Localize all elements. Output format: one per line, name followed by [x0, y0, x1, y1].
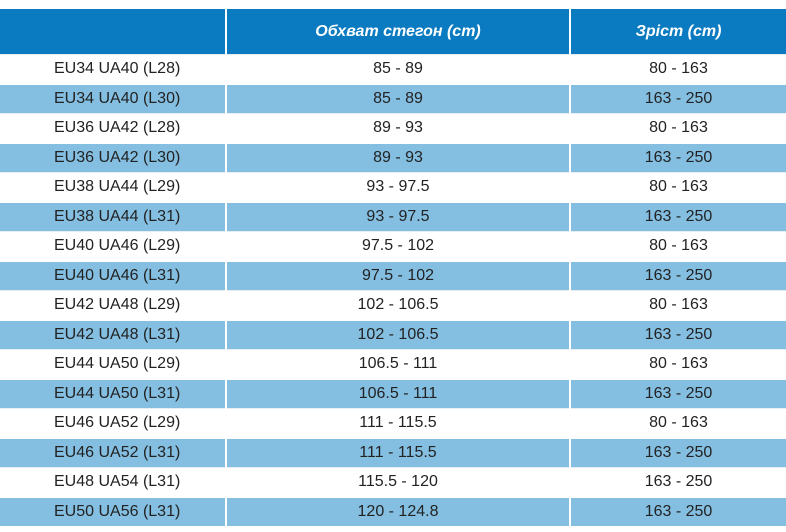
- table-row: EU50 UA56 (L31) 120 - 124.8 163 - 250: [0, 496, 786, 526]
- header-height: Зріст (cm): [569, 9, 786, 55]
- hip-girth-cell: 115.5 - 120: [225, 467, 570, 497]
- height-cell: 80 - 163: [569, 54, 786, 84]
- table-row: EU34 UA40 (L28) 85 - 89 80 - 163: [0, 54, 786, 84]
- header-size: [0, 9, 226, 55]
- table-row: EU44 UA50 (L31) 106.5 - 111 163 - 250: [0, 378, 786, 409]
- size-cell: EU44 UA50 (L31): [0, 378, 226, 409]
- size-cell: EU44 UA50 (L29): [0, 349, 226, 379]
- hip-girth-cell: 102 - 106.5: [225, 290, 570, 320]
- height-cell: 80 - 163: [569, 408, 786, 438]
- table-row: EU38 UA44 (L29) 93 - 97.5 80 - 163: [0, 172, 786, 202]
- size-cell: EU48 UA54 (L31): [0, 467, 226, 497]
- size-cell: EU42 UA48 (L29): [0, 290, 226, 320]
- table-row: EU44 UA50 (L29) 106.5 - 111 80 - 163: [0, 349, 786, 379]
- height-cell: 163 - 250: [569, 319, 786, 350]
- hip-girth-cell: 93 - 97.5: [225, 172, 570, 202]
- size-cell: EU42 UA48 (L31): [0, 319, 226, 350]
- table-row: EU46 UA52 (L29) 111 - 115.5 80 - 163: [0, 408, 786, 438]
- height-cell: 163 - 250: [569, 378, 786, 409]
- hip-girth-cell: 93 - 97.5: [225, 201, 570, 232]
- size-cell: EU46 UA52 (L29): [0, 408, 226, 438]
- hip-girth-cell: 106.5 - 111: [225, 378, 570, 409]
- table-row: EU46 UA52 (L31) 111 - 115.5 163 - 250: [0, 437, 786, 468]
- height-cell: 163 - 250: [569, 467, 786, 497]
- size-cell: EU40 UA46 (L29): [0, 231, 226, 261]
- hip-girth-cell: 85 - 89: [225, 83, 570, 114]
- height-cell: 80 - 163: [569, 290, 786, 320]
- height-cell: 80 - 163: [569, 349, 786, 379]
- height-cell: 163 - 250: [569, 201, 786, 232]
- size-cell: EU50 UA56 (L31): [0, 496, 226, 526]
- size-chart-table: Обхват стегон (cm) Зріст (cm) EU34 UA40 …: [0, 9, 786, 526]
- size-cell: EU34 UA40 (L28): [0, 54, 226, 84]
- table-row: EU34 UA40 (L30) 85 - 89 163 - 250: [0, 83, 786, 114]
- table-row: EU36 UA42 (L28) 89 - 93 80 - 163: [0, 113, 786, 143]
- hip-girth-cell: 89 - 93: [225, 113, 570, 143]
- table-row: EU38 UA44 (L31) 93 - 97.5 163 - 250: [0, 201, 786, 232]
- table-row: EU42 UA48 (L31) 102 - 106.5 163 - 250: [0, 319, 786, 350]
- size-cell: EU36 UA42 (L30): [0, 142, 226, 173]
- hip-girth-cell: 89 - 93: [225, 142, 570, 173]
- hip-girth-cell: 85 - 89: [225, 54, 570, 84]
- height-cell: 163 - 250: [569, 83, 786, 114]
- hip-girth-cell: 97.5 - 102: [225, 260, 570, 291]
- table-body: EU34 UA40 (L28) 85 - 89 80 - 163 EU34 UA40 …: [0, 54, 786, 526]
- table-row: EU48 UA54 (L31) 115.5 - 120 163 - 250: [0, 467, 786, 497]
- size-cell: EU46 UA52 (L31): [0, 437, 226, 468]
- height-cell: 163 - 250: [569, 496, 786, 526]
- size-cell: EU36 UA42 (L28): [0, 113, 226, 143]
- hip-girth-cell: 111 - 115.5: [225, 437, 570, 468]
- table-row: EU40 UA46 (L31) 97.5 - 102 163 - 250: [0, 260, 786, 291]
- height-cell: 80 - 163: [569, 172, 786, 202]
- header-row: Обхват стегон (cm) Зріст (cm): [0, 9, 786, 55]
- table-row: EU42 UA48 (L29) 102 - 106.5 80 - 163: [0, 290, 786, 320]
- height-cell: 163 - 250: [569, 437, 786, 468]
- height-cell: 80 - 163: [569, 113, 786, 143]
- table-row: EU36 UA42 (L30) 89 - 93 163 - 250: [0, 142, 786, 173]
- size-cell: EU40 UA46 (L31): [0, 260, 226, 291]
- hip-girth-cell: 120 - 124.8: [225, 496, 570, 526]
- hip-girth-cell: 97.5 - 102: [225, 231, 570, 261]
- size-cell: EU38 UA44 (L31): [0, 201, 226, 232]
- size-cell: EU34 UA40 (L30): [0, 83, 226, 114]
- header-hip-girth: Обхват стегон (cm): [225, 9, 570, 55]
- height-cell: 163 - 250: [569, 260, 786, 291]
- hip-girth-cell: 102 - 106.5: [225, 319, 570, 350]
- height-cell: 163 - 250: [569, 142, 786, 173]
- height-cell: 80 - 163: [569, 231, 786, 261]
- table-header: Обхват стегон (cm) Зріст (cm): [0, 9, 786, 55]
- hip-girth-cell: 106.5 - 111: [225, 349, 570, 379]
- size-cell: EU38 UA44 (L29): [0, 172, 226, 202]
- table-row: EU40 UA46 (L29) 97.5 - 102 80 - 163: [0, 231, 786, 261]
- hip-girth-cell: 111 - 115.5: [225, 408, 570, 438]
